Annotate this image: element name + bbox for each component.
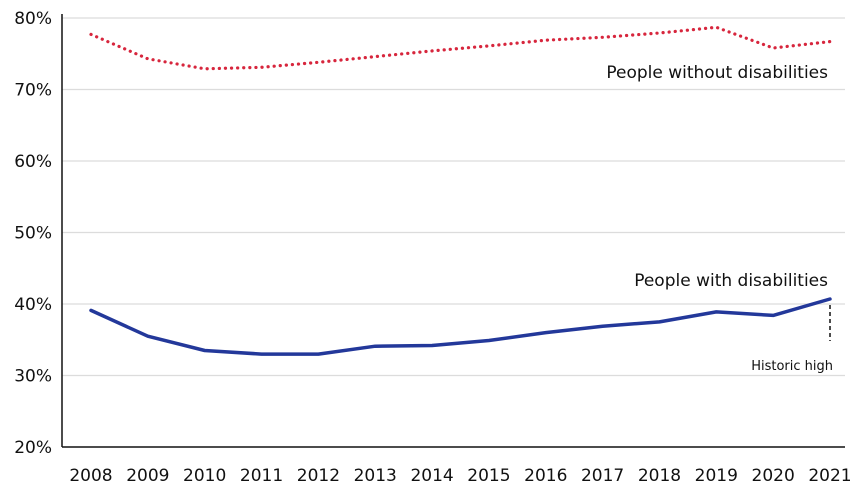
- x-tick-label: 2021: [808, 466, 851, 483]
- x-tick-label: 2016: [524, 466, 567, 483]
- series-label-with-disabilities: People with disabilities: [634, 271, 828, 291]
- y-tick-label: 80%: [14, 9, 52, 29]
- x-tick-label: 2014: [410, 466, 453, 483]
- series-lines: [89, 25, 832, 356]
- x-tick-label: 2009: [126, 466, 169, 483]
- y-tick-label: 70%: [14, 81, 52, 101]
- x-tick-label: 2011: [240, 466, 283, 483]
- series-label-without-disabilities: People without disabilities: [606, 63, 828, 83]
- annotations: Historic high: [751, 304, 833, 374]
- x-tick-label: 2010: [183, 466, 226, 483]
- x-tick-label: 2017: [581, 466, 624, 483]
- x-tick-labels: 2008 2009 2010 2011 2012 2013 2014 2015 2016 2017…: [69, 466, 851, 483]
- y-tick-labels: 20% 30% 40% 50% 60% 70% 80%: [14, 9, 52, 458]
- historic-high-annotation: Historic high: [751, 359, 833, 374]
- y-tick-label: 50%: [14, 224, 52, 244]
- x-tick-label: 2015: [467, 466, 510, 483]
- x-tick-label: 2019: [695, 466, 738, 483]
- gridlines: [62, 17, 845, 377]
- y-tick-label: 40%: [14, 295, 52, 315]
- series-labels: People without disabilities People with …: [606, 63, 828, 291]
- series-line-with-disabilities: [89, 297, 832, 356]
- x-tick-label: 2020: [752, 466, 795, 483]
- x-tick-label: 2012: [297, 466, 340, 483]
- series-line-without-disabilities: [89, 25, 832, 71]
- axes: [61, 14, 845, 448]
- y-tick-label: 20%: [14, 438, 52, 458]
- x-tick-label: 2018: [638, 466, 681, 483]
- x-tick-label: 2008: [69, 466, 112, 483]
- y-tick-label: 60%: [14, 152, 52, 172]
- y-tick-label: 30%: [14, 367, 52, 387]
- x-tick-label: 2013: [354, 466, 397, 483]
